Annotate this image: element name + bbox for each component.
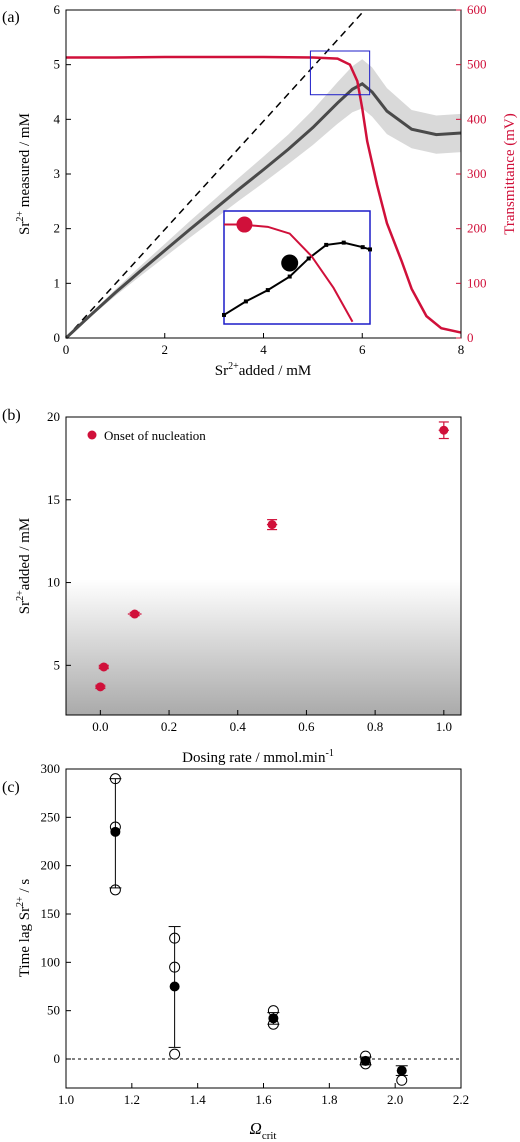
panel-b-legend-marker — [87, 430, 97, 440]
mean-point — [169, 981, 180, 992]
x-tick-label: 0.2 — [161, 719, 177, 734]
mean-point — [360, 1055, 371, 1066]
x-tick-label: 8 — [458, 342, 465, 357]
inset-measured-marker — [341, 240, 346, 245]
y2-tick-label: 300 — [467, 166, 487, 181]
panel-b-x-axis-label: Dosing rate / mmol.min-1 — [182, 748, 334, 766]
inset-measured-marker — [287, 274, 292, 279]
nucleation-point — [95, 682, 105, 692]
y-tick-label: 50 — [47, 1003, 60, 1018]
inset-measured-marker — [306, 256, 311, 261]
x-tick-label: 0.8 — [367, 719, 383, 734]
inset-measured-marker — [360, 245, 365, 250]
open-circle-point — [169, 1048, 181, 1060]
x-tick-label: 2.0 — [387, 1092, 403, 1107]
reference-dashed-line — [65, 9, 366, 339]
nucleation-point — [130, 609, 140, 619]
open-circle-point — [169, 932, 181, 944]
x-tick-label: 0.4 — [230, 719, 247, 734]
mean-point — [110, 826, 121, 837]
nucleation-point — [99, 662, 109, 672]
y-tick-label: 150 — [41, 906, 61, 921]
y2-tick-label: 500 — [467, 57, 487, 72]
y-tick-label: 6 — [54, 2, 61, 17]
y-tick-label: 200 — [41, 858, 61, 873]
mean-point — [396, 1065, 407, 1076]
y-tick-label: 100 — [41, 954, 61, 969]
y-tick-label: 300 — [41, 761, 61, 776]
panel-c: (c) 1.0 1.2 1.4 1.6 1.8 2.0 2.2 0 50 100 150 200 250… — [2, 761, 469, 1142]
panel-b-legend-label: Onset of nucleation — [104, 428, 206, 443]
y-tick-label: 0 — [54, 1051, 61, 1066]
mean-point — [268, 1013, 279, 1024]
x-tick-label: 0.0 — [92, 719, 108, 734]
panel-a-lines — [64, 9, 462, 340]
y-tick-label: 2 — [54, 221, 61, 236]
y-tick-label: 20 — [47, 409, 60, 424]
y-tick-label: 5 — [54, 657, 61, 672]
panel-b: (b) 0.0 0.2 0.4 0.6 0.8 1.0 5 10 15 20 Onset of n… — [2, 407, 462, 766]
x-tick-label: 1.2 — [124, 1092, 140, 1107]
panel-a-y2-axis-label: Transmittance (mV) — [502, 113, 518, 235]
panel-c-frame — [65, 768, 462, 1089]
inset-measured-marker — [222, 312, 226, 317]
panel-b-frame — [65, 416, 462, 716]
panel-a-inset — [222, 210, 372, 325]
inset-measured-marker — [368, 247, 372, 252]
open-circle-point — [109, 884, 121, 896]
y-tick-label: 5 — [54, 57, 61, 72]
open-circle-point — [169, 961, 181, 973]
x-tick-label: 1.4 — [190, 1092, 207, 1107]
panel-c-y-axis-label: Time lag Sr2+ / s — [15, 879, 33, 978]
open-circle-point — [109, 773, 121, 785]
x-tick-label: 4 — [260, 342, 267, 357]
x-tick-label: 1.0 — [436, 719, 452, 734]
open-circle-point — [396, 1074, 408, 1086]
inset-measured-marker — [265, 288, 270, 293]
y2-tick-label: 200 — [467, 221, 487, 236]
y-tick-label: 1 — [54, 275, 61, 290]
panel-c-points — [109, 773, 408, 1086]
y-tick-label: 15 — [47, 492, 60, 507]
y-tick-label: 0 — [54, 330, 61, 345]
panel-b-y-axis-label: Sr2+added / mM — [15, 518, 33, 614]
panel-a-letter: (a) — [2, 9, 20, 26]
panel-a-y-axis-label: Sr2+ measured / mM — [15, 113, 33, 235]
inset-peak-marker — [281, 254, 299, 272]
nucleation-point — [267, 520, 277, 530]
y2-tick-label: 0 — [467, 330, 474, 345]
x-tick-label: 1.0 — [58, 1092, 74, 1107]
x-tick-label: 0.6 — [298, 719, 315, 734]
x-tick-label: 6 — [359, 342, 366, 357]
y-tick-label: 4 — [54, 111, 61, 126]
x-tick-label: 2 — [162, 342, 169, 357]
y2-tick-label: 600 — [467, 2, 487, 17]
y2-tick-label: 400 — [467, 111, 487, 126]
y-tick-label: 10 — [47, 575, 60, 590]
panel-c-ticks: 1.0 1.2 1.4 1.6 1.8 2.0 2.2 0 50 100 150 200 250 300 — [41, 761, 470, 1107]
y2-tick-label: 100 — [467, 275, 487, 290]
panel-c-letter: (c) — [2, 779, 20, 796]
panel-b-shaded-region — [66, 579, 461, 715]
nucleation-point — [439, 425, 449, 435]
x-tick-label: 2.2 — [453, 1092, 469, 1107]
panel-b-ticks: 0.0 0.2 0.4 0.6 0.8 1.0 5 10 15 20 — [47, 409, 452, 734]
panel-c-x-axis-label: Ωcrit — [250, 1119, 277, 1142]
inset-onset-marker — [236, 216, 253, 233]
zoom-region-box — [309, 50, 371, 96]
inset-measured-marker — [243, 299, 248, 304]
y-tick-label: 250 — [41, 809, 61, 824]
x-tick-label: 1.6 — [255, 1092, 272, 1107]
y-tick-label: 3 — [54, 166, 61, 181]
panel-b-letter: (b) — [2, 407, 21, 424]
x-tick-label: 0 — [63, 342, 70, 357]
inset-measured-marker — [324, 242, 329, 247]
x-tick-label: 1.8 — [321, 1092, 337, 1107]
measured-line — [64, 81, 462, 340]
panel-b-points — [95, 421, 449, 692]
panel-a-x-axis-label: Sr2+added / mM — [215, 361, 311, 379]
